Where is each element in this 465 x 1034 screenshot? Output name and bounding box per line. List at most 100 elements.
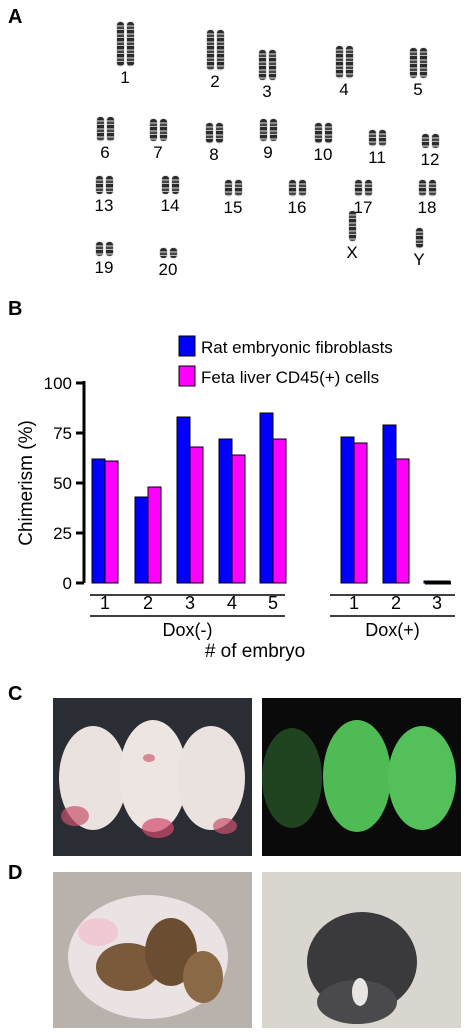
chromosome-pair-5: 5 [395, 32, 441, 100]
bar-cd45 [189, 446, 204, 584]
chromosome-image [126, 22, 134, 66]
x-tick-label: 1 [349, 593, 359, 613]
chromosome-pair-20: 20 [145, 212, 191, 280]
chromosome-pair-3: 3 [244, 34, 290, 102]
y-tick-label: 25 [53, 524, 72, 543]
chromosome-number: 12 [420, 150, 440, 169]
chromosome-image [96, 117, 104, 141]
chromosome-image [169, 248, 177, 258]
chromosome-pair-2: 2 [192, 24, 238, 92]
chromosome-pair-12: 12 [407, 102, 453, 170]
legend-swatch [178, 365, 196, 387]
chromosome-number: 1 [120, 68, 130, 87]
chromosome-image [431, 134, 439, 148]
chromosome-pair-18: 18 [404, 150, 450, 218]
group-label: Dox(+) [365, 620, 420, 640]
chromosome-image [288, 180, 296, 196]
bar-cd45 [272, 438, 287, 584]
chimeric-pups-photo [53, 872, 252, 1028]
chromosome-number: 20 [158, 260, 178, 279]
chromosome-number: 10 [313, 145, 333, 164]
x-tick-label: 2 [143, 593, 153, 613]
chromosome-pair-y: Y [396, 202, 442, 270]
bar-fibroblasts [259, 412, 274, 584]
chromosome-pair-6: 6 [82, 95, 128, 163]
chimerism-bar-chart: 0 25 50 75 100 Chimerism (%) 1 2 3 4 5 1 2 3 Dox(-) Dox… [16, 335, 455, 662]
chromosome-pair-14: 14 [147, 148, 193, 216]
chromosome-number: 14 [160, 196, 180, 215]
chromosome-number: 2 [210, 72, 220, 91]
legend-label: Feta liver CD45(+) cells [201, 368, 379, 387]
chromosome-image [368, 130, 376, 146]
x-tick-label: 4 [227, 593, 237, 613]
chromosome-pair-13: 13 [81, 148, 127, 216]
chromosome-image [216, 30, 224, 70]
chromosome-number: 6 [100, 143, 110, 162]
adult-chimeric-rat-photo [262, 872, 461, 1028]
chromosome-image [314, 123, 322, 143]
chromosome-number: 8 [209, 145, 219, 164]
chromosome-image [419, 48, 427, 78]
chromosome-image [161, 176, 169, 194]
chromosome-image [421, 134, 429, 148]
x-tick-label: 1 [100, 593, 110, 613]
bar-cd45 [353, 442, 368, 584]
chromosome-number: 19 [94, 258, 114, 277]
chromosome-number: X [346, 243, 358, 262]
chromosome-image [345, 46, 353, 78]
chromosome-image [224, 180, 232, 196]
chromosome-pair-11: 11 [354, 100, 400, 168]
legend-label: Rat embryonic fibroblasts [201, 338, 393, 357]
chromosome-image [159, 119, 167, 141]
chromosome-pair-8: 8 [191, 97, 237, 165]
chromosome-image [268, 50, 276, 80]
chromosome-image [234, 180, 242, 196]
chromosome-number: 4 [339, 80, 349, 99]
bar-fibroblasts [176, 416, 191, 584]
chromosome-image [95, 242, 103, 256]
bar-cd45 [231, 454, 246, 584]
chromosome-number: 17 [353, 198, 373, 217]
y-tick-label: 75 [53, 424, 72, 443]
chromosome-image [324, 123, 332, 143]
chromosome-image [415, 228, 423, 248]
chromosome-image [259, 119, 267, 141]
chromosome-image [409, 48, 417, 78]
chromosome-number: 11 [368, 148, 386, 167]
chromosome-pair-1: 1 [102, 20, 148, 88]
chromosome-image [428, 180, 436, 196]
chromosome-pair-15: 15 [210, 150, 256, 218]
chromosome-image [116, 22, 124, 66]
chromosome-image [364, 180, 372, 196]
chromosome-image [105, 176, 113, 194]
chromosome-image [378, 130, 386, 146]
y-tick-label: 0 [63, 574, 72, 593]
bar-cd45 [147, 486, 162, 584]
embryo-brightfield-photo [53, 698, 252, 856]
chromosome-number: 5 [413, 80, 423, 99]
panel-label-a: A [8, 6, 23, 28]
chromosome-image [171, 176, 179, 194]
y-axis-label: Chimerism (%) [16, 420, 37, 546]
x-tick-label: 5 [268, 593, 278, 613]
x-tick-label: 2 [391, 593, 401, 613]
bar-cd45 [395, 458, 410, 584]
chromosome-image [206, 30, 214, 70]
chromosome-pair-x: X [329, 195, 375, 263]
panel-label-c: C [8, 683, 23, 705]
chromosome-pair-4: 4 [321, 32, 367, 100]
bar-fibroblasts [382, 424, 397, 584]
y-tick-label: 50 [53, 474, 72, 493]
chromosome-number: 18 [417, 198, 437, 217]
chromosome-number: 16 [287, 198, 307, 217]
bar-cd45 [104, 460, 119, 584]
y-tick-label: 100 [44, 374, 72, 393]
chromosome-image [205, 123, 213, 143]
x-tick-label: 3 [185, 593, 195, 613]
chromosome-image [335, 46, 343, 78]
panel-label-d: D [8, 862, 23, 884]
chromosome-pair-17: 17 [340, 150, 386, 218]
chromosome-image [298, 180, 306, 196]
chromosome-image [106, 117, 114, 141]
chromosome-pair-10: 10 [300, 97, 346, 165]
